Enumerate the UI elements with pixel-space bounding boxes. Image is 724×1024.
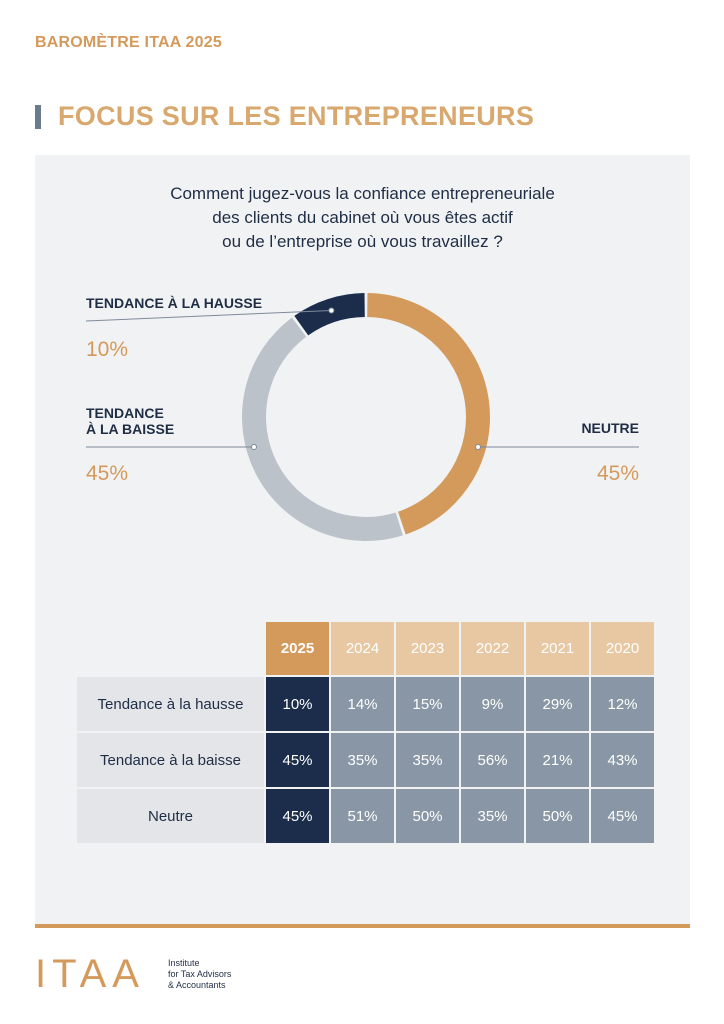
leader-dot-neutre [475,444,481,450]
pct-hausse: 10% [86,338,129,361]
table-cell: 45% [266,733,329,787]
title-accent-bar [35,105,41,129]
row-label-neutre: Neutre [77,789,264,843]
label-baisse-2: À LA BAISSE [86,421,175,437]
col-2025: 2025 [266,622,329,675]
logo-line-2: for Tax Advisors [168,969,232,979]
pct-baisse: 45% [86,462,129,485]
page-title: FOCUS SUR LES ENTREPRENEURS [58,101,535,131]
donut-chart-area: TENDANCE À LA HAUSSE 10% TENDANCE À LA B… [35,155,690,615]
col-2021: 2021 [526,622,589,675]
table-cell: 45% [266,789,329,843]
label-neutre: NEUTRE [581,420,639,436]
row-label-baisse: Tendance à la baisse [77,733,264,787]
itaa-logo: ITAA [35,952,145,996]
table-cell: 14% [331,677,394,731]
table-row: Tendance à la hausse 10% 14% 15% 9% 29% … [77,677,654,731]
question-line-1: Comment jugez-vous la confiance entrepre… [170,184,555,203]
history-table: 2025 2024 2023 2022 2021 2020 Tendance à… [75,620,656,845]
table-cell: 50% [526,789,589,843]
table-cell: 45% [591,789,654,843]
question-line-2: des clients du cabinet où vous êtes acti… [212,208,513,227]
table-cell: 51% [331,789,394,843]
col-2020: 2020 [591,622,654,675]
table-cell: 21% [526,733,589,787]
survey-question: Comment jugez-vous la confiance entrepre… [35,182,690,254]
table-cell: 56% [461,733,524,787]
leader-dot-hausse [328,307,335,314]
col-2022: 2022 [461,622,524,675]
logo-line-3: & Accountants [168,980,226,990]
col-2024: 2024 [331,622,394,675]
table-cell: 9% [461,677,524,731]
leader-line-hausse [85,309,332,322]
donut-slice-baisse [242,317,403,541]
donut-chart [85,293,639,541]
table-cell: 15% [396,677,459,731]
table-header-row: 2025 2024 2023 2022 2021 2020 [77,622,654,675]
table-cell: 35% [461,789,524,843]
label-hausse: TENDANCE À LA HAUSSE [86,295,263,311]
report-eyebrow: BAROMÈTRE ITAA 2025 [35,34,222,51]
leader-dot-baisse [251,444,257,450]
table-row: Tendance à la baisse 45% 35% 35% 56% 21%… [77,733,654,787]
table-cell: 50% [396,789,459,843]
logo-line-1: Institute [168,958,200,968]
label-baisse-1: TENDANCE [86,405,164,421]
footer-divider [35,924,690,928]
pct-neutre: 45% [596,462,639,485]
table-cell: 10% [266,677,329,731]
table-corner [77,622,264,675]
table-cell: 43% [591,733,654,787]
table-cell: 35% [331,733,394,787]
col-2023: 2023 [396,622,459,675]
donut-slice-neutre [367,293,490,535]
table-row: Neutre 45% 51% 50% 35% 50% 45% [77,789,654,843]
logo-tagline: Institute for Tax Advisors & Accountants [168,958,231,991]
table-cell: 12% [591,677,654,731]
question-line-3: ou de l’entreprise où vous travaillez ? [222,232,503,251]
row-label-hausse: Tendance à la hausse [77,677,264,731]
table-cell: 35% [396,733,459,787]
table-cell: 29% [526,677,589,731]
